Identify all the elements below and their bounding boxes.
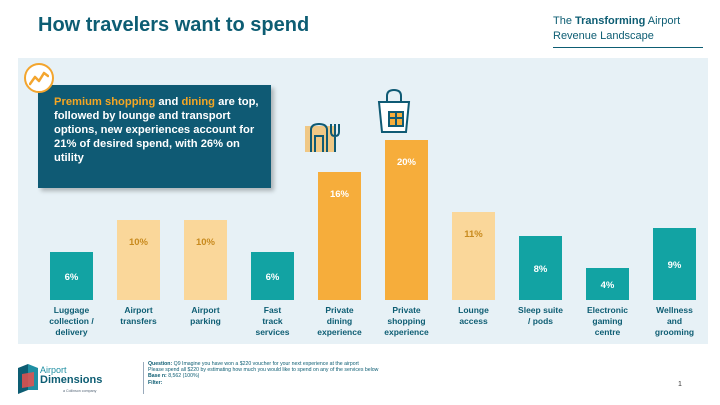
category-label-6: Private shopping experience — [384, 305, 429, 337]
category-label-4: Fast track services — [255, 305, 289, 337]
trend-icon — [24, 63, 54, 93]
data-label-9: 4% — [601, 280, 615, 291]
logo-subtitle: a Collinson company — [63, 389, 97, 393]
data-label-2: 10% — [129, 237, 149, 248]
bar-10 — [653, 228, 696, 300]
category-label-2: Airport transfers — [120, 305, 157, 326]
bar-7 — [452, 212, 495, 300]
survey-footnote: Question: Q9 Imagine you have won a $220… — [148, 361, 379, 386]
page-title: How travelers want to spend — [38, 14, 310, 36]
bar-8 — [519, 236, 562, 300]
bar-1 — [50, 252, 93, 300]
category-label-8: Sleep suite / pods — [518, 305, 563, 326]
bar-9 — [586, 268, 629, 300]
data-label-3: 10% — [196, 237, 216, 248]
category-label-5: Private dining experience — [317, 305, 362, 337]
category-label-9: Electronic gaming centre — [587, 305, 628, 337]
logo-icon — [18, 364, 38, 394]
shopping-bag-icon — [377, 88, 411, 133]
bar-4 — [251, 252, 294, 300]
bar-2 — [117, 220, 160, 300]
logo-text-dimensions: Dimensions — [40, 374, 103, 386]
data-label-5: 16% — [330, 189, 350, 200]
logo-text-airport: Airport — [40, 365, 67, 375]
footer-divider — [143, 362, 144, 394]
report-brand: The Transforming Airport Revenue Landsca… — [553, 14, 703, 48]
bar-5 — [318, 172, 361, 300]
data-label-10: 9% — [668, 260, 682, 271]
bar-3 — [184, 220, 227, 300]
dining-icon — [305, 122, 340, 152]
insight-callout: Premium shopping and dining are top, fol… — [38, 85, 271, 188]
category-label-10: Wellness and grooming — [655, 305, 694, 337]
data-label-8: 8% — [534, 264, 548, 275]
page-number: 1 — [678, 381, 682, 388]
category-label-7: Lounge access — [458, 305, 489, 326]
data-label-1: 6% — [65, 272, 79, 283]
data-label-7: 11% — [464, 229, 483, 240]
category-label-1: Luggage collection / delivery — [49, 305, 94, 337]
data-label-4: 6% — [266, 272, 280, 283]
data-label-6: 20% — [397, 157, 417, 168]
bar-6 — [385, 140, 428, 300]
category-label-3: Airport parking — [190, 305, 221, 326]
